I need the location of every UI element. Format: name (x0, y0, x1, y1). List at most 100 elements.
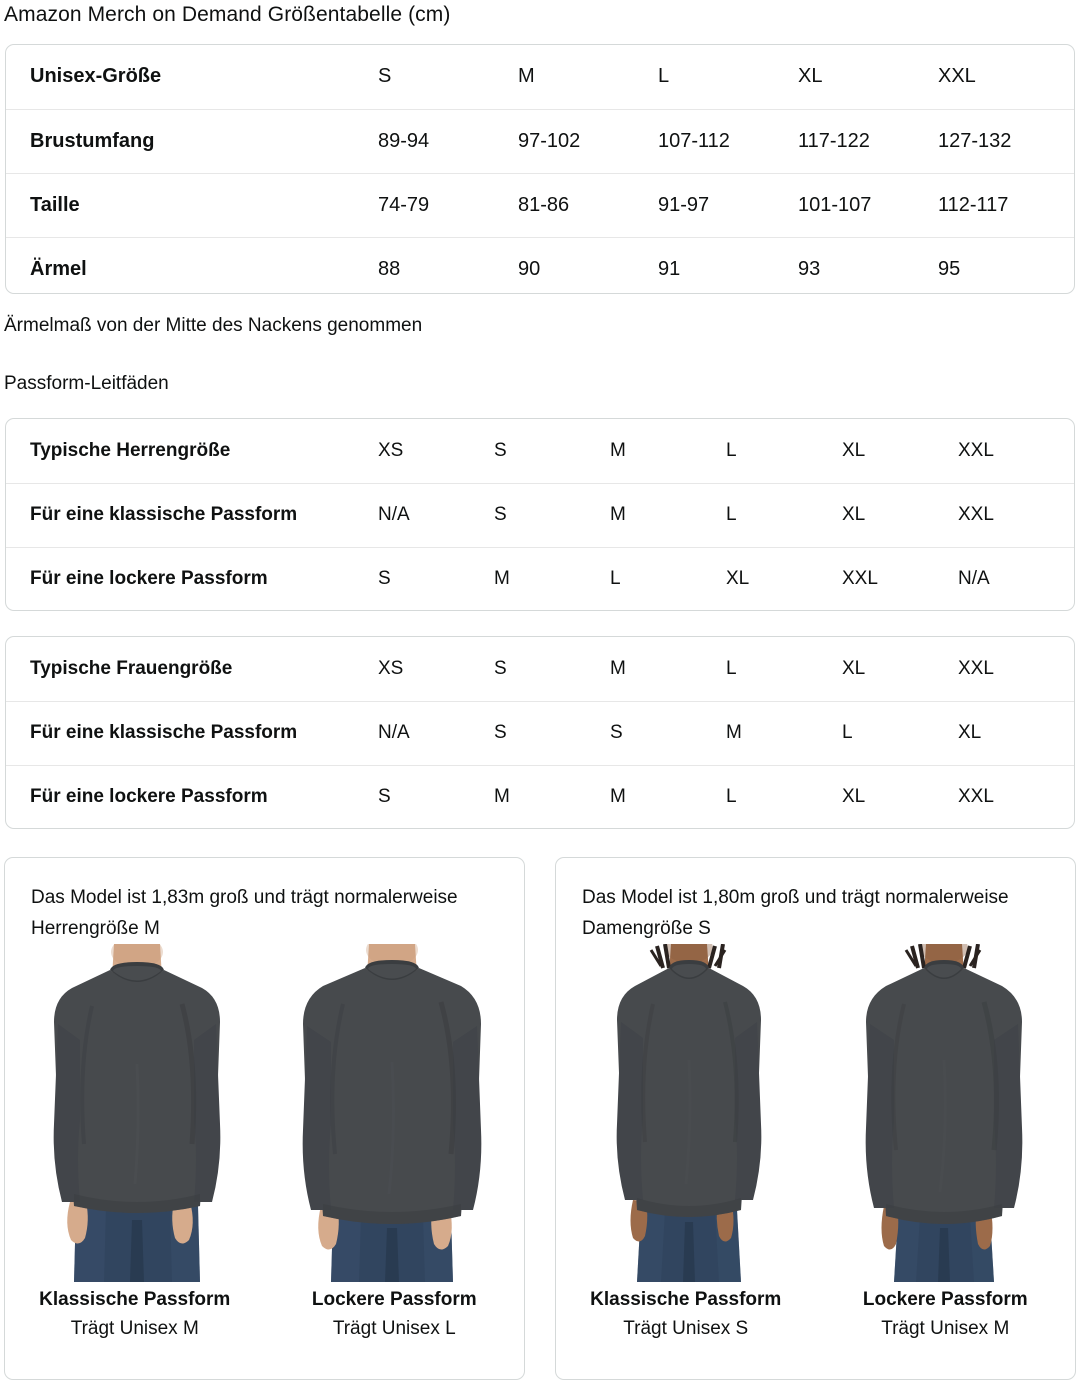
cell: L (726, 657, 737, 679)
cell: L (842, 700, 958, 765)
fit-size: Trägt Unisex M (70, 1318, 199, 1339)
table-row: Typische Frauengröße XS S M L XL XXL (6, 637, 1074, 701)
unisex-size-table: Unisex-Größe S M L XL XXL Brustumfang 89… (5, 44, 1075, 294)
cell: XXL (958, 482, 1074, 547)
cell: S (494, 482, 610, 547)
cell: S (494, 439, 507, 461)
cell: M (726, 700, 842, 765)
men-classic-fit-label: Klassische Passform Trägt Unisex M (5, 1282, 265, 1344)
cell: 95 (938, 236, 1074, 293)
sleeve-measurement-note: Ärmelmaß von der Mitte des Nackens genom… (4, 315, 423, 336)
row-label: Typische Herrengröße (30, 439, 231, 461)
women-model-labels: Klassische Passform Trägt Unisex S Locke… (556, 1282, 1075, 1344)
cell: S (610, 700, 726, 765)
table-row: Typische Herrengröße XS S M L XL XXL (6, 419, 1074, 483)
men-model-caption: Das Model ist 1,83m groß und trägt norma… (31, 887, 458, 939)
men-model-figures (5, 944, 524, 1282)
female-model-classic-fit-photo (564, 944, 811, 1282)
table-row: Für eine klassische Passform N/A S S M L… (6, 700, 1074, 765)
table-row: Für eine klassische Passform N/A S M L X… (6, 482, 1074, 547)
cell: S (494, 657, 507, 679)
size-table-grid: Unisex-Größe S M L XL XXL Brustumfang 89… (6, 45, 1074, 293)
cell: XL (842, 482, 958, 547)
cell: L (726, 439, 737, 461)
cell: N/A (378, 700, 494, 765)
cell: S (494, 700, 610, 765)
fit-name: Lockere Passform (862, 1289, 1028, 1310)
row-label: Für eine lockere Passform (6, 764, 378, 828)
cell: XS (378, 657, 404, 679)
row-label: Für eine klassische Passform (6, 482, 378, 547)
row-label: Brustumfang (6, 108, 378, 173)
cell: M (494, 764, 610, 828)
cell: XL (726, 546, 842, 610)
fit-size: Trägt Unisex L (332, 1318, 456, 1339)
table-row: Für eine lockere Passform S M M L XL XXL (6, 764, 1074, 828)
row-label: Ärmel (6, 236, 378, 293)
cell: L (610, 546, 726, 610)
cell: 93 (798, 236, 938, 293)
cell: XL (958, 700, 1074, 765)
cell: S (378, 546, 494, 610)
cell: 117-122 (798, 108, 938, 173)
cell: 81-86 (518, 172, 658, 237)
row-label: Für eine lockere Passform (6, 546, 378, 610)
cell: M (494, 546, 610, 610)
fit-size: Trägt Unisex M (881, 1318, 1010, 1339)
men-relaxed-fit-label: Lockere Passform Trägt Unisex L (265, 1282, 525, 1344)
men-model-card: Das Model ist 1,83m groß und trägt norma… (4, 857, 525, 1380)
row-label: Unisex-Größe (30, 65, 162, 88)
male-model-classic-fit-photo (13, 944, 260, 1282)
men-fit-grid: Typische Herrengröße XS S M L XL XXL Für… (6, 419, 1074, 610)
cell: L (658, 65, 670, 88)
cell: M (610, 657, 626, 679)
fit-name: Klassische Passform (590, 1289, 782, 1310)
cell: S (378, 764, 494, 828)
table-row: Ärmel 88 90 91 93 95 (6, 236, 1074, 293)
table-row: Für eine lockere Passform S M L XL XXL N… (6, 546, 1074, 610)
fit-size: Trägt Unisex S (623, 1318, 749, 1339)
cell: 91 (658, 236, 798, 293)
female-model-relaxed-fit-photo (820, 944, 1067, 1282)
cell: XXL (958, 764, 1074, 828)
cell: 90 (518, 236, 658, 293)
cell: L (726, 764, 842, 828)
row-label: Typische Frauengröße (30, 657, 233, 679)
women-model-caption: Das Model ist 1,80m groß und trägt norma… (582, 887, 1009, 939)
cell: XXL (958, 439, 994, 461)
cell: 74-79 (378, 172, 518, 237)
fit-guides-title: Passform-Leitfäden (4, 373, 169, 394)
cell: M (610, 764, 726, 828)
cell: XL (842, 657, 866, 679)
cell: N/A (958, 546, 1074, 610)
cell: XS (378, 439, 404, 461)
cell: XL (842, 764, 958, 828)
row-label: Für eine klassische Passform (6, 700, 378, 765)
cell: 91-97 (658, 172, 798, 237)
men-fit-guide-table: Typische Herrengröße XS S M L XL XXL Für… (5, 418, 1075, 611)
women-fit-guide-table: Typische Frauengröße XS S M L XL XXL Für… (5, 636, 1075, 829)
cell: XXL (842, 546, 958, 610)
cell: L (726, 482, 842, 547)
men-model-labels: Klassische Passform Trägt Unisex M Locke… (5, 1282, 524, 1344)
cell: 127-132 (938, 108, 1074, 173)
women-relaxed-fit-label: Lockere Passform Trägt Unisex M (816, 1282, 1076, 1344)
cell: 89-94 (378, 108, 518, 173)
women-model-figures (556, 944, 1075, 1282)
cell: 97-102 (518, 108, 658, 173)
cell: XXL (938, 65, 976, 88)
cell: N/A (378, 482, 494, 547)
fit-name: Lockere Passform (311, 1289, 477, 1310)
cell: XXL (958, 657, 994, 679)
table-row: Unisex-Größe S M L XL XXL (6, 45, 1074, 109)
table-row: Taille 74-79 81-86 91-97 101-107 112-117 (6, 172, 1074, 237)
cell: 101-107 (798, 172, 938, 237)
cell: 88 (378, 236, 518, 293)
cell: M (610, 482, 726, 547)
women-model-card: Das Model ist 1,80m groß und trägt norma… (555, 857, 1076, 1380)
table-row: Brustumfang 89-94 97-102 107-112 117-122… (6, 108, 1074, 173)
cell: 112-117 (938, 172, 1074, 237)
cell: XL (798, 65, 823, 88)
cell: 107-112 (658, 108, 798, 173)
